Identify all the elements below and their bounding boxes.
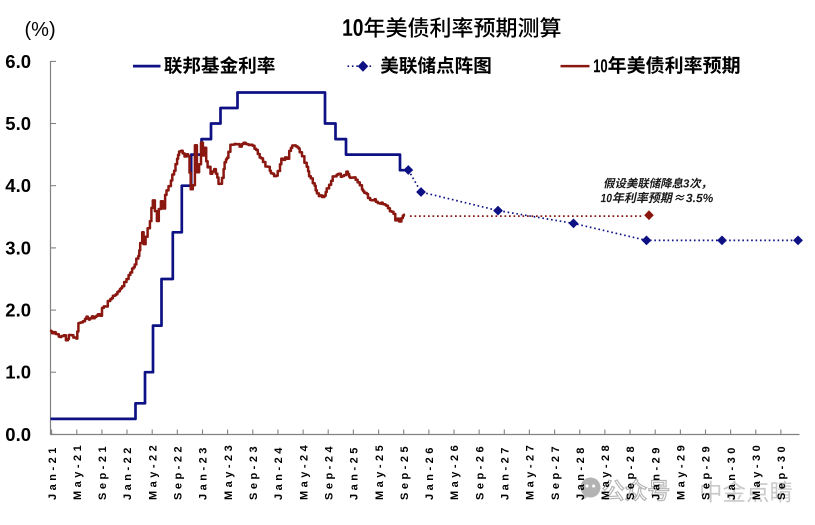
- svg-text:6.0: 6.0: [5, 51, 31, 72]
- svg-text:May-22: May-22: [147, 442, 159, 500]
- svg-text:Sep-27: Sep-27: [550, 443, 562, 500]
- svg-text:Jan-23: Jan-23: [198, 444, 210, 500]
- svg-text:Jan-21: Jan-21: [47, 444, 59, 500]
- svg-text:Jan-26: Jan-26: [424, 444, 436, 500]
- svg-text:4.0: 4.0: [5, 175, 31, 196]
- svg-text:Jan-29: Jan-29: [650, 444, 662, 500]
- svg-text:Sep-21: Sep-21: [97, 443, 109, 500]
- svg-text:3.0: 3.0: [5, 237, 31, 258]
- svg-text:Sep-25: Sep-25: [399, 443, 411, 500]
- svg-text:May-27: May-27: [525, 442, 537, 500]
- svg-text:Sep-28: Sep-28: [625, 443, 637, 500]
- svg-text:2.0: 2.0: [5, 300, 31, 321]
- svg-text:Sep-30: Sep-30: [776, 443, 788, 500]
- svg-text:1.0: 1.0: [5, 362, 31, 383]
- svg-text:May-29: May-29: [676, 442, 688, 500]
- svg-text:May-24: May-24: [298, 442, 310, 500]
- svg-text:May-21: May-21: [72, 442, 84, 500]
- svg-text:Jan-30: Jan-30: [726, 444, 738, 500]
- svg-text:Sep-29: Sep-29: [701, 443, 713, 500]
- svg-text:Sep-22: Sep-22: [173, 443, 185, 500]
- svg-text:Sep-23: Sep-23: [248, 443, 260, 500]
- svg-text:May-26: May-26: [449, 442, 461, 500]
- svg-text:(%): (%): [25, 19, 56, 41]
- svg-text:Jan-28: Jan-28: [575, 444, 587, 500]
- svg-text:5.0: 5.0: [5, 113, 31, 134]
- svg-text:May-25: May-25: [374, 442, 386, 500]
- svg-text:May-28: May-28: [600, 442, 612, 500]
- svg-text:0.0: 0.0: [5, 424, 31, 445]
- svg-text:May-30: May-30: [751, 442, 763, 500]
- svg-text:May-23: May-23: [223, 442, 235, 500]
- svg-text:Jan-24: Jan-24: [273, 444, 285, 500]
- svg-text:Sep-26: Sep-26: [474, 443, 486, 500]
- svg-text:Sep-24: Sep-24: [323, 443, 335, 500]
- svg-text:Jan-27: Jan-27: [500, 444, 512, 500]
- svg-text:Jan-22: Jan-22: [122, 444, 134, 500]
- svg-text:Jan-25: Jan-25: [349, 444, 361, 500]
